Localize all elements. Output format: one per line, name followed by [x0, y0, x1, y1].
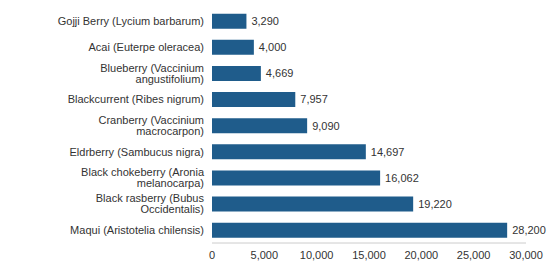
- svg-text:25,000: 25,000: [457, 249, 491, 261]
- svg-text:19,220: 19,220: [418, 198, 452, 210]
- svg-text:16,062: 16,062: [385, 172, 419, 184]
- svg-text:Gojji Berry (Lycium barbarum): Gojji Berry (Lycium barbarum): [58, 15, 204, 27]
- svg-text:Black rasberry (BubusOccidenta: Black rasberry (BubusOccidentalis): [96, 192, 205, 215]
- svg-text:4,000: 4,000: [259, 41, 287, 53]
- svg-text:Blueberry (Vacciniumangustifol: Blueberry (Vacciniumangustifolium): [100, 62, 204, 85]
- svg-text:Cranberry (Vacciniummacrocarpo: Cranberry (Vacciniummacrocarpon): [98, 114, 204, 137]
- svg-text:7,957: 7,957: [300, 93, 328, 105]
- svg-text:3,290: 3,290: [251, 15, 279, 27]
- svg-text:5,000: 5,000: [251, 249, 279, 261]
- svg-text:Eldrberry (Sambucus nigra): Eldrberry (Sambucus nigra): [70, 146, 205, 158]
- svg-text:9,090: 9,090: [312, 120, 340, 132]
- svg-text:Maqui (Aristotelia chilensis): Maqui (Aristotelia chilensis): [70, 224, 204, 236]
- svg-text:Acai (Euterpe oleracea): Acai (Euterpe oleracea): [88, 41, 204, 53]
- svg-text:0: 0: [209, 249, 215, 261]
- svg-text:10,000: 10,000: [300, 249, 334, 261]
- svg-text:Black chokeberry (Aroniamelano: Black chokeberry (Aroniamelanocarpa): [81, 166, 205, 189]
- svg-text:28,200: 28,200: [512, 224, 542, 236]
- svg-text:15,000: 15,000: [352, 249, 386, 261]
- svg-text:14,697: 14,697: [371, 146, 405, 158]
- svg-text:4,669: 4,669: [266, 67, 294, 79]
- svg-text:Blackcurrent (Ribes nigrum): Blackcurrent (Ribes nigrum): [68, 93, 204, 105]
- svg-text:30,000: 30,000: [509, 249, 542, 261]
- svg-text:20,000: 20,000: [405, 249, 439, 261]
